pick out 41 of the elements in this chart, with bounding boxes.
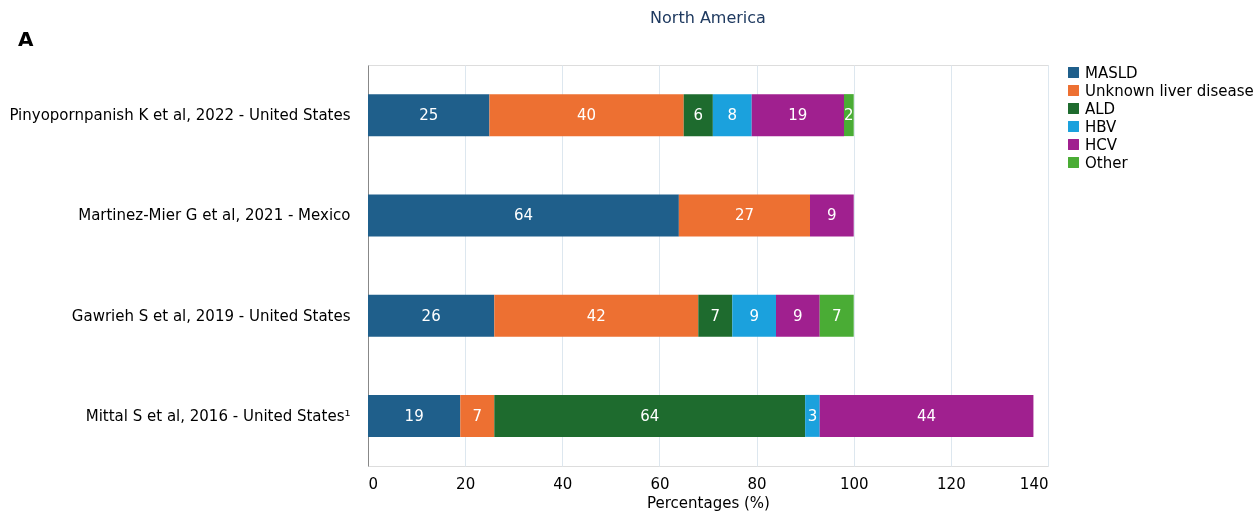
data-label: 8: [727, 106, 738, 125]
legend-label: Unknown liver disease: [1085, 81, 1254, 100]
legend-label: Other: [1085, 153, 1129, 172]
data-label: 26: [421, 306, 441, 325]
data-label: 44: [917, 406, 937, 425]
x-tick-label: 60: [650, 474, 670, 493]
data-label: 19: [788, 106, 808, 125]
data-label: 19: [404, 406, 424, 425]
data-label: 9: [749, 306, 759, 325]
x-tick-label: 100: [839, 474, 869, 493]
x-tick-label: 0: [368, 474, 379, 493]
y-tick-label: Mittal S et al, 2016 - United States¹: [85, 406, 351, 425]
data-label: 9: [793, 306, 803, 325]
data-label: 6: [693, 106, 704, 125]
data-label: 25: [419, 106, 439, 125]
data-label: 64: [513, 206, 533, 225]
legend-label: HCV: [1085, 135, 1118, 154]
x-tick-label: 40: [553, 474, 573, 493]
data-label: 7: [831, 306, 842, 325]
data-label: 27: [734, 206, 754, 225]
x-axis-title: Percentages (%): [647, 493, 770, 512]
data-label: 40: [577, 106, 597, 125]
chart-title: North America: [650, 8, 766, 27]
data-label: 64: [640, 406, 660, 425]
x-tick-label: 120: [937, 474, 966, 493]
y-tick-label: Martinez-Mier G et al, 2021 - Mexico: [78, 206, 351, 225]
data-label: 2: [844, 106, 854, 125]
y-tick-label: Gawrieh S et al, 2019 - United States: [71, 306, 351, 325]
data-label: 9: [827, 206, 837, 225]
data-label: 3: [807, 406, 818, 425]
y-tick-label: Pinyopornpanish K et al, 2022 - United States: [9, 106, 351, 125]
x-tick-label: 20: [456, 474, 476, 493]
x-tick-label: 140: [1019, 474, 1049, 493]
legend-label: HBV: [1085, 117, 1118, 136]
data-label: 7: [472, 406, 483, 425]
legend-label: ALD: [1085, 99, 1116, 118]
legend-label: MASLD: [1085, 63, 1138, 82]
data-label: 7: [710, 306, 721, 325]
x-tick-label: 80: [747, 474, 767, 493]
data-label: 42: [586, 306, 606, 325]
text: A: [18, 27, 34, 51]
